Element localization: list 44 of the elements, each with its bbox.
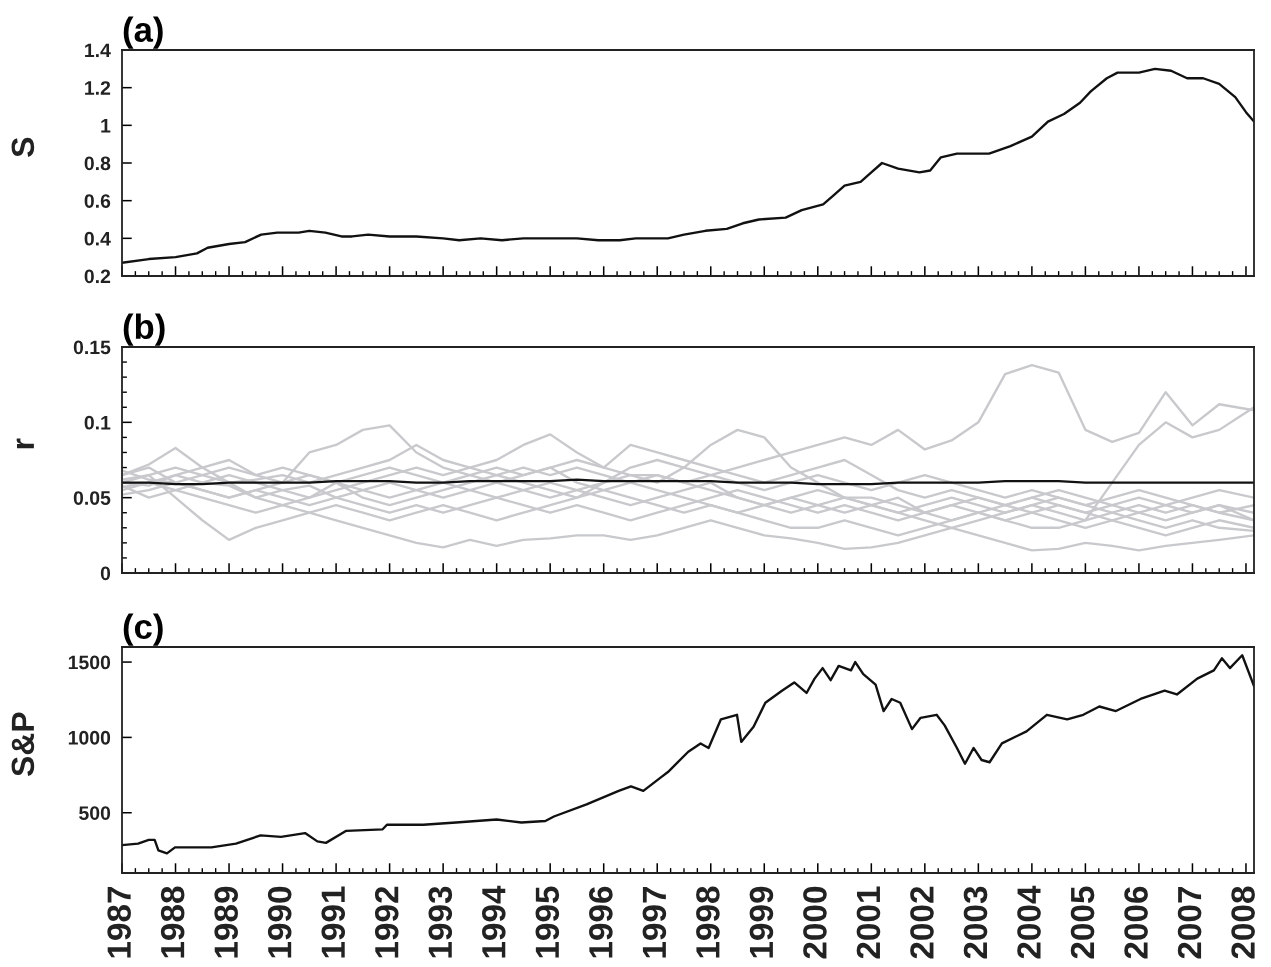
y-tick-label: 500 — [79, 806, 111, 820]
line-series — [122, 654, 1254, 855]
y-tick-label: 0.8 — [84, 156, 111, 171]
x-tick-label: 1999 — [749, 886, 774, 958]
x-tick-label: 2005 — [1070, 886, 1095, 959]
y-tick-label: 0.6 — [84, 194, 111, 208]
x-tick-label: 1990 — [267, 886, 292, 958]
x-tick-label: 2000 — [803, 886, 827, 959]
x-tick-label: 1988 — [160, 886, 185, 958]
x-tick-label: 1987 — [107, 886, 131, 958]
y-tick-label: 1000 — [68, 730, 111, 745]
x-tick-label: 2008 — [1231, 886, 1255, 959]
y-tick-label: 0.4 — [84, 231, 111, 246]
x-tick-label: 2006 — [1124, 886, 1148, 959]
x-tick-label: 2001 — [856, 886, 881, 959]
y-axis-title: r — [16, 438, 34, 449]
y-tick-label: 0.05 — [73, 491, 111, 505]
y-tick-label: 1.4 — [85, 43, 111, 58]
y-tick-label: 1 — [101, 119, 111, 133]
x-tick-label: 2004 — [1017, 885, 1041, 959]
y-tick-label: 0.15 — [73, 340, 111, 355]
y-tick-label: 0 — [100, 566, 111, 581]
x-tick-label: 2002 — [910, 886, 934, 959]
x-tick-label: 1997 — [642, 886, 667, 958]
x-tick-label: 1995 — [535, 886, 560, 958]
x-tick-label: 1996 — [589, 886, 613, 958]
y-axis-title: S — [11, 137, 35, 157]
x-tick-label: 2007 — [1177, 886, 1202, 959]
chart-title: (a) — [123, 16, 163, 49]
line-series — [122, 67, 1254, 264]
y-tick-label: 1.2 — [85, 81, 111, 95]
x-tick-label: 1994 — [482, 885, 506, 958]
x-tick-label: 2003 — [963, 886, 988, 959]
x-tick-label: 1992 — [374, 886, 399, 958]
x-tick-label: 1993 — [428, 886, 453, 958]
y-tick-label: 0.1 — [84, 415, 111, 430]
y-tick-label: 1500 — [68, 655, 111, 670]
x-tick-label: 1989 — [214, 886, 238, 958]
chart-title: (b) — [123, 313, 165, 346]
y-axis-title: S&P — [11, 712, 35, 777]
x-tick-label: 1998 — [696, 886, 720, 958]
chart-title: (c) — [123, 613, 163, 646]
x-tick-label: 1991 — [321, 886, 346, 958]
y-tick-label: 0.2 — [84, 269, 111, 284]
